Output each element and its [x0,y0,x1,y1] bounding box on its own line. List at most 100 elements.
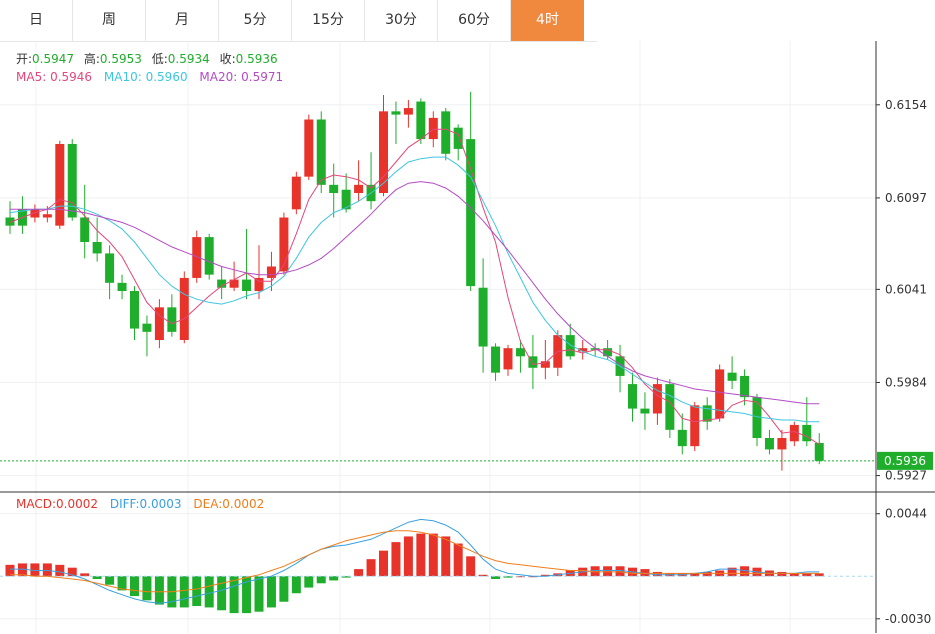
candle-body [279,217,289,272]
ma10-line [9,156,820,423]
macd-bar [179,576,189,608]
candle-body [640,408,650,414]
tab-7[interactable]: 4时 [511,0,584,41]
macd-bar [92,576,102,580]
macd-bar [316,576,326,584]
macd-bar [416,533,426,577]
macd-bar [740,566,750,577]
candle-body [291,176,301,210]
macd-bar [80,573,90,577]
dea-value: 0.0002 [222,497,264,511]
diff-value: 0.0003 [140,497,182,511]
candle-body [515,348,525,357]
macd-info: MACD:0.0002 DIFF:0.0003 DEA:0.0002 [16,497,264,511]
ma10-value: 0.5960 [146,70,188,84]
macd-bar [266,576,276,608]
candle-body [777,438,787,450]
candle-body [540,361,550,368]
candle-body [715,369,725,419]
candle-body [80,217,90,242]
macd-bar [603,566,613,577]
candle-body [453,127,463,149]
ma10-label: MA10: [104,70,146,84]
macd-bar [453,543,463,577]
candle-body [491,346,501,373]
candle-body [192,237,202,278]
price-tick-label: 0.6097 [885,191,927,205]
open-value: 0.5947 [32,52,74,66]
macd-bar [329,576,339,581]
candle-body [789,424,799,442]
macd-bar [789,573,799,577]
candle-body [590,348,600,350]
price-tick-label: 0.6154 [885,98,927,112]
macd-tick-label: -0.0030 [885,612,931,626]
tab-3[interactable]: 5分 [219,0,292,41]
tab-6[interactable]: 60分 [438,0,511,41]
candle-body [690,405,700,447]
macd-bar [727,567,737,577]
candle-body [466,139,476,287]
macd-bar [702,571,712,577]
candle-body [266,266,276,278]
last-price-label: 0.5936 [884,454,926,468]
candle-body [503,348,513,370]
macd-bar [130,576,139,597]
macd-bar [279,576,289,602]
macd-bar [204,576,214,608]
ma5-line [9,128,820,445]
macd-bar [777,571,787,577]
candle-body [242,279,252,291]
macd-bar [55,564,65,577]
dea-label: DEA: [193,497,222,511]
diff-line [10,518,820,604]
candle-body [217,279,227,288]
macd-bar [428,533,438,577]
macd-bar [403,536,413,577]
macd-bar [42,563,52,577]
macd-bar [30,563,40,577]
macd-bar [814,573,824,577]
ma20-label: MA20: [199,70,241,84]
candle-body [55,144,65,226]
candle-body [329,184,339,193]
high-value: 0.5953 [100,52,142,66]
macd-bar [615,566,625,577]
tab-1[interactable]: 周 [73,0,146,41]
candle-body [105,253,115,283]
tab-5[interactable]: 30分 [365,0,438,41]
macd-bar [466,556,476,577]
macd-bar [590,566,600,577]
macd-bar [254,576,264,612]
macd-bar [652,571,662,577]
candle-body [802,424,812,442]
dea-line [10,530,820,593]
macd-lines [10,518,820,604]
macd-bar [366,559,376,577]
macd-bar [690,573,700,577]
candle-body [179,277,189,340]
candle-body [752,397,762,438]
macd-tick-label: 0.0044 [885,507,927,521]
macd-bar [515,576,525,578]
candle-body [578,348,588,352]
candle-body [167,307,177,332]
candle-body [740,375,750,398]
macd-bar [217,576,227,611]
candle-body [354,184,364,193]
macd-bar [67,567,77,577]
ma-lines [0,128,876,462]
candle-body [67,144,77,218]
macd-value: 0.0002 [56,497,98,511]
candle-body [379,111,388,193]
macd-bar [5,564,15,577]
tab-4[interactable]: 15分 [292,0,365,41]
macd-bar [341,576,351,578]
tab-0[interactable]: 日 [0,0,73,41]
candle-body [341,189,351,210]
last-price-badge [877,451,933,470]
tab-2[interactable]: 月 [146,0,219,41]
macd-bar [17,563,27,577]
high-label: 高: [84,51,100,66]
candle-body [403,108,413,115]
